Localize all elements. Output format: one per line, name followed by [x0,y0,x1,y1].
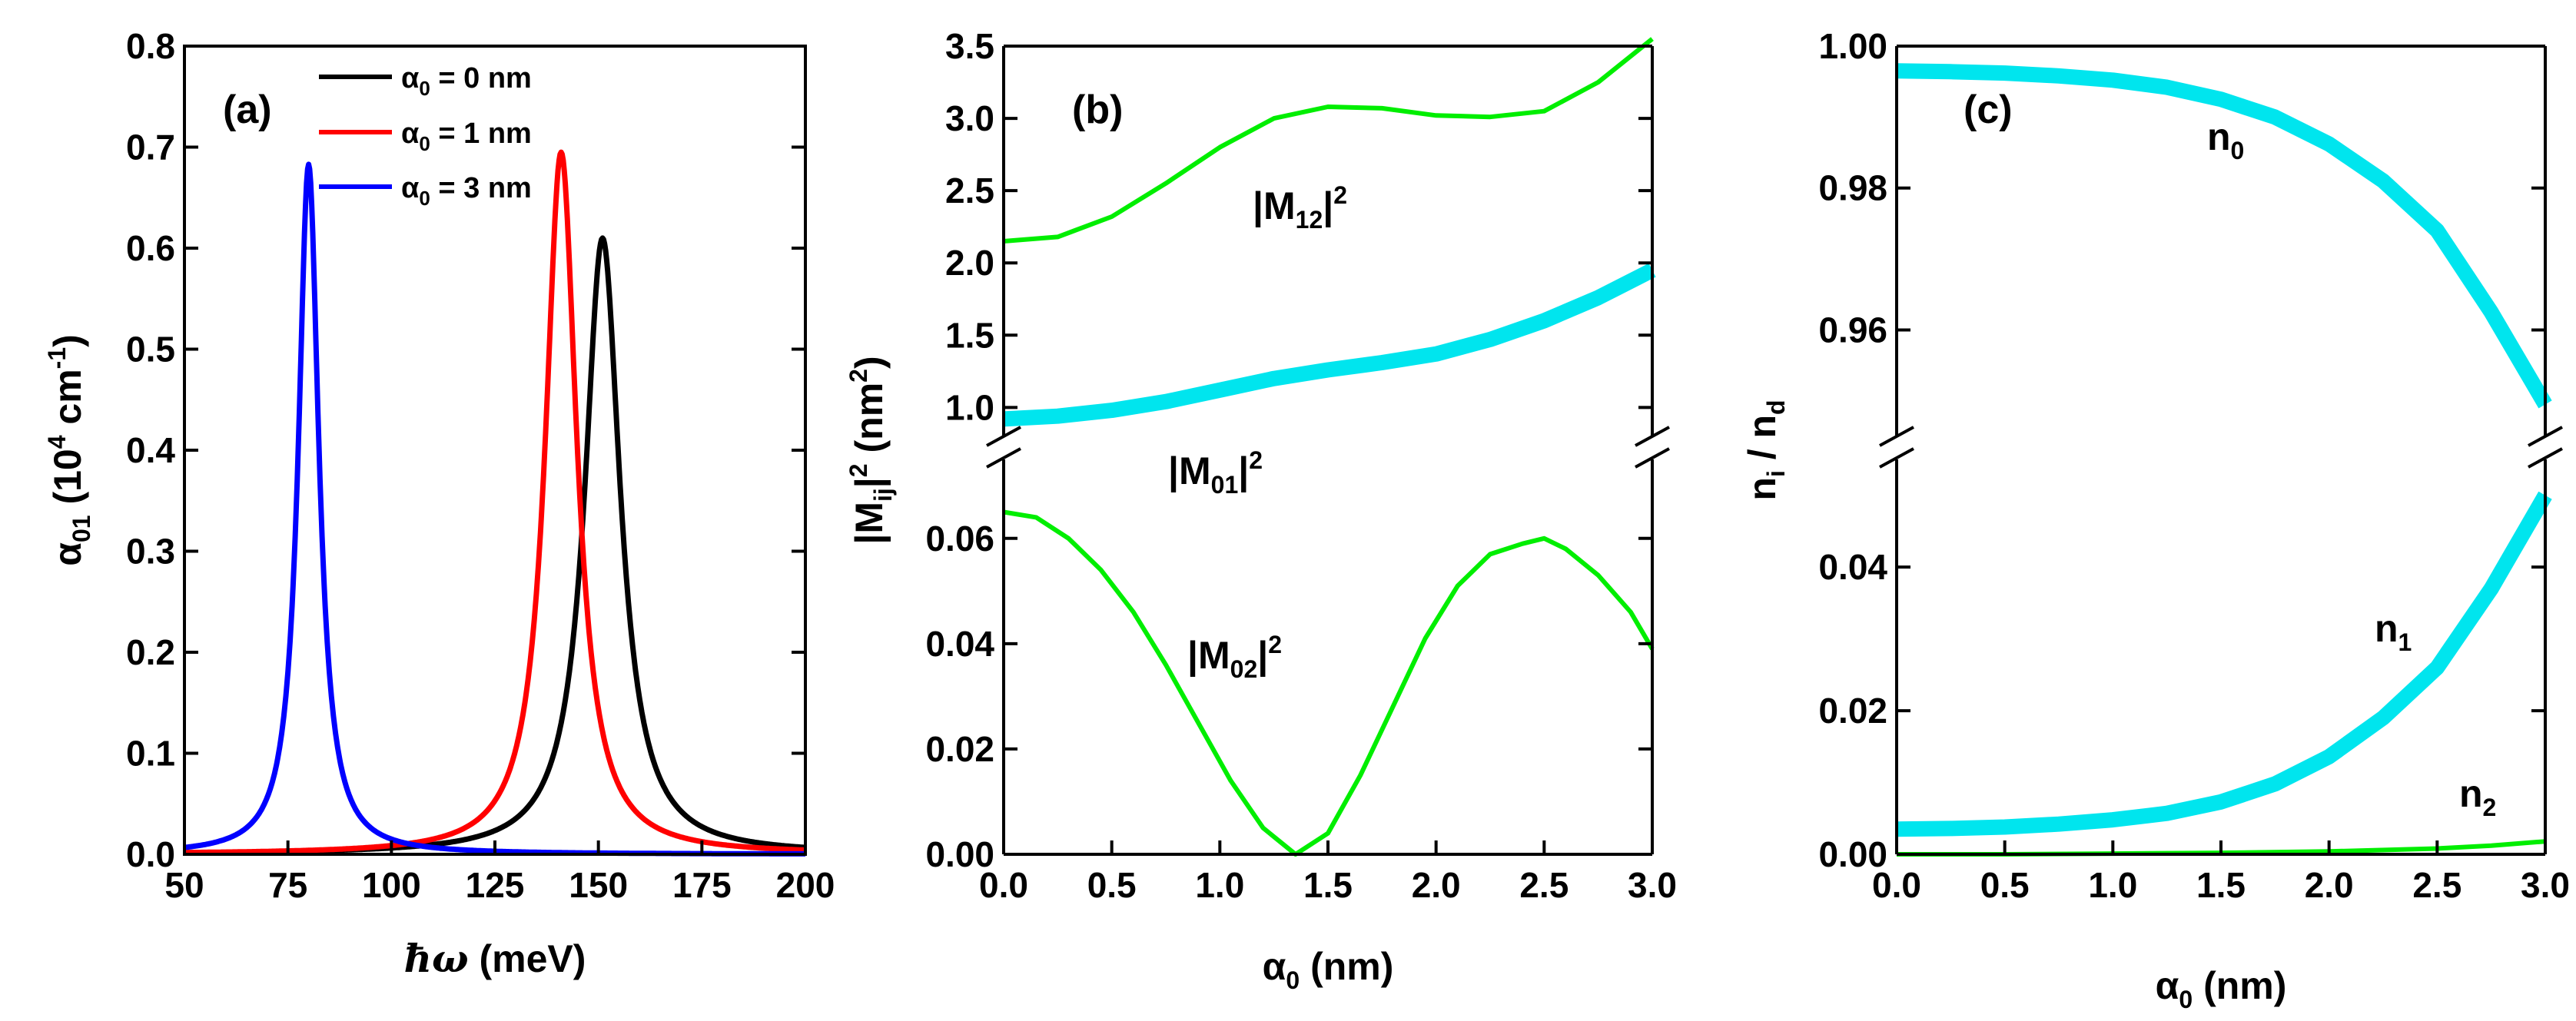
panel-b-label: (b) [1072,88,1123,132]
legend-label-0nm: α0 = 0 nm [401,62,532,100]
panel-c-xtick-label: 0.0 [1872,865,1921,905]
curve-M01 [1003,263,1656,427]
annotation-n2: n2 [2459,772,2496,821]
panel-c-label: (c) [1964,88,2013,132]
panel-a-curves [182,149,808,857]
panel-b-xtick-label: 0.5 [1087,865,1137,905]
panel-b-xtick-label: 3.0 [1628,865,1677,905]
panel-c: (c) 0.0 0.5 1.0 1.5 2.0 2.5 3.00.960.981.000.0… [1741,26,2570,1013]
panel-b-xtick-label: 2.0 [1412,865,1461,905]
panel-c-curves [1896,63,2552,857]
panel-b-ticks: 0.0 0.5 1.0 1.5 2.0 2.5 3.0 1.0 1.5 2.0 2.5 3.0 3.5 0… [925,26,1677,905]
legend-label-3nm: α0 = 3 nm [401,172,532,210]
panel-c-upper-ytick-label: 0.98 [1818,168,1887,208]
legend-label-1nm: α0 = 1 nm [401,118,532,155]
panel-c-xtick-label: 0.5 [1980,865,2030,905]
panel-b-curves [1003,37,1656,857]
panel-b-upper-ytick-label: 1.5 [945,315,994,355]
panel-b-xlabel: α0 (nm) [1263,945,1394,994]
curve-alpha0-3nm [182,161,808,857]
panel-a-ticks: 50 75 100 125 150 175 200 0.0 0.1 0.2 0.3 0.4 0.5 0.6… [126,26,835,905]
axis-break-mark [986,426,1021,447]
curve-M02 [1003,509,1655,857]
panel-a-ytick-label: 0.3 [126,532,175,572]
annotation-n1: n1 [2375,607,2412,656]
curve-n1 [1896,491,2552,837]
panel-a-ytick-label: 0.6 [126,228,175,268]
panel-a-xtick-label: 100 [362,865,421,905]
panel-a-legend: α0 = 0 nm α0 = 1 nm α0 = 3 nm [319,62,532,210]
panel-c-xtick-label: 2.5 [2412,865,2461,905]
panel-c-ylabel: ni / nd [1741,399,1790,500]
panel-b-upper-ytick-label: 2.0 [945,243,994,283]
panel-a-ytick-label: 0.2 [126,632,175,672]
panel-a-xtick-label: 175 [672,865,732,905]
panel-c-xtick-label: 1.5 [2196,865,2246,905]
panel-b-xtick-label: 0.0 [979,865,1028,905]
panel-a-ylabel: α01 (104 cm-1) [43,334,95,566]
panel-a-label: (a) [223,88,272,132]
axis-break-mark [1635,426,1670,447]
panel-b-xtick-label: 1.0 [1195,865,1244,905]
panel-b: (b) 0.0 0.5 1.0 1.5 2.0 2.5 3.0 1.0 1.5 2.0 2.5 3.0… [845,26,1677,994]
panel-a-xtick-label: 200 [776,865,835,905]
panel-a-ytick-label: 0.5 [126,330,175,370]
panel-c-lower-ytick-label: 0.00 [1818,834,1887,874]
panel-b-lower-ytick-label: 0.02 [925,729,994,769]
panel-b-upper-ytick-label: 1.0 [945,387,994,427]
panel-a-ytick-label: 0.7 [126,128,175,167]
curve-n0 [1896,63,2552,409]
panel-a-ytick-label: 0.1 [126,734,175,774]
panel-c-lower-ytick-label: 0.04 [1818,547,1887,587]
panel-a-xtick-label: 150 [569,865,628,905]
axis-break-mark [2528,447,2563,469]
panel-a-ytick-label: 0.8 [126,26,175,66]
panel-b-lower-ytick-label: 0.04 [925,624,994,664]
panel-c-xtick-label: 2.0 [2305,865,2354,905]
axis-break-mark [1879,447,1914,469]
axis-break-mark [986,447,1021,469]
annotation-M12: |M12|2 [1253,181,1347,234]
panel-a: (a) α0 = 0 nm α0 = 1 nm α0 = 3 nm 50 75 10… [43,26,835,981]
annotation-n0: n0 [2207,115,2244,164]
panel-b-ylabel: |Mij|2 (nm2) [845,356,897,544]
panel-b-upper-ytick-label: 3.5 [945,26,994,66]
panel-c-lower-ytick-label: 0.02 [1818,691,1887,731]
panel-c-frame [1879,45,2563,856]
curve-M12 [1003,37,1654,244]
axis-break-mark [1635,447,1670,469]
panel-a-xtick-label: 125 [466,865,525,905]
axis-break-mark [1879,426,1914,447]
panel-c-ticks: 0.0 0.5 1.0 1.5 2.0 2.5 3.0 0.96 0.98 1.00 0.00 0.0… [1818,26,2570,905]
panel-c-upper-ytick-label: 0.96 [1818,310,1887,350]
annotation-M01: |M01|2 [1168,446,1263,499]
panel-c-upper-ytick-label: 1.00 [1818,26,1887,66]
panel-b-lower-ytick-label: 0.06 [925,519,994,559]
panel-b-frame [986,45,1670,856]
panel-c-xtick-label: 1.0 [2088,865,2137,905]
axis-break-mark [2528,426,2563,447]
panel-a-xlabel: ħω (meV) [404,936,586,981]
panel-b-lower-ytick-label: 0.00 [925,834,994,874]
panel-b-upper-ytick-label: 2.5 [945,171,994,210]
panel-b-xtick-label: 2.5 [1519,865,1569,905]
panel-c-xlabel: α0 (nm) [2156,964,2287,1013]
annotation-M02: |M02|2 [1187,631,1282,683]
panel-a-frame [183,45,807,856]
panel-c-xtick-label: 3.0 [2521,865,2570,905]
panel-a-xtick-label: 50 [164,865,204,905]
panel-b-xtick-label: 1.5 [1303,865,1353,905]
panel-a-xtick-label: 75 [268,865,307,905]
panel-a-ytick-label: 0.4 [126,430,175,470]
panel-b-upper-ytick-label: 3.0 [945,98,994,138]
panel-a-ytick-label: 0.0 [126,834,175,874]
